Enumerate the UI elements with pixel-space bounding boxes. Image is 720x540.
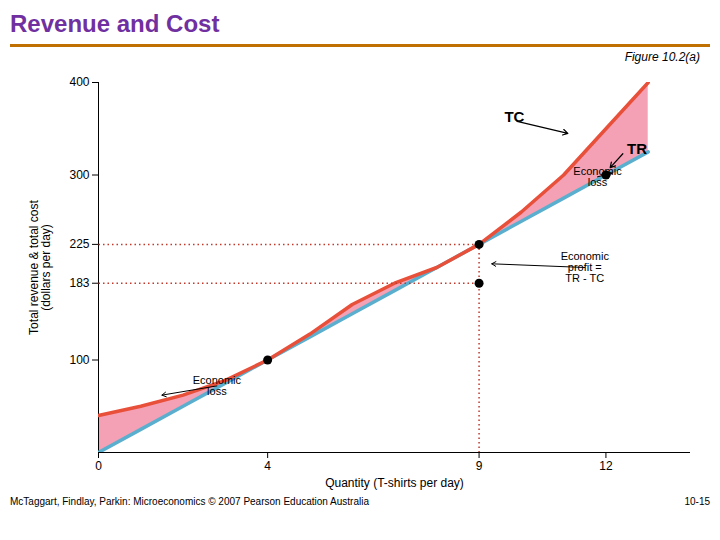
svg-text:0: 0 bbox=[95, 459, 102, 473]
svg-text:TR: TR bbox=[627, 140, 647, 157]
svg-text:TC: TC bbox=[504, 108, 524, 125]
svg-text:12: 12 bbox=[599, 459, 613, 473]
svg-text:9: 9 bbox=[476, 459, 483, 473]
svg-text:Quantity (T-shirts per day): Quantity (T-shirts per day) bbox=[325, 476, 464, 490]
svg-text:Total revenue & total cost(dol: Total revenue & total cost(dollars per d… bbox=[27, 199, 53, 334]
html-text:10-15: 10-15 bbox=[684, 496, 710, 507]
svg-text:Economicprofit =TR - TC: Economicprofit =TR - TC bbox=[561, 250, 610, 284]
svg-text:Economicloss: Economicloss bbox=[193, 374, 242, 397]
svg-text:300: 300 bbox=[69, 168, 89, 182]
svg-text:4: 4 bbox=[264, 459, 271, 473]
svg-text:225: 225 bbox=[69, 237, 89, 251]
html-text:Revenue and Cost: Revenue and Cost bbox=[10, 10, 220, 37]
html-text:Figure 10.2(a): Figure 10.2(a) bbox=[624, 50, 700, 64]
html-text:McTaggart, Findlay, Parkin: Mi: McTaggart, Findlay, Parkin: Microeconomi… bbox=[10, 496, 369, 507]
svg-text:183: 183 bbox=[69, 276, 89, 290]
svg-text:100: 100 bbox=[69, 353, 89, 367]
svg-text:400: 400 bbox=[69, 75, 89, 89]
svg-text:Economicloss: Economicloss bbox=[573, 165, 622, 188]
